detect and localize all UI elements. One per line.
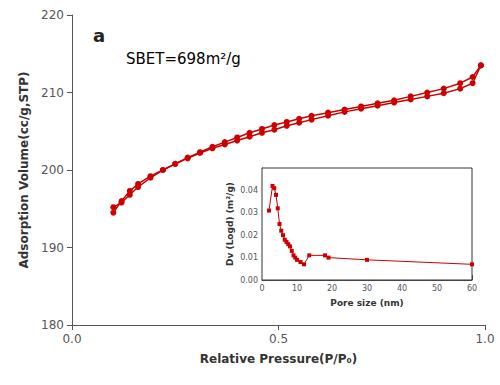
svg-text:60: 60	[467, 284, 477, 293]
svg-text:180: 180	[41, 318, 64, 332]
svg-text:30: 30	[362, 284, 372, 293]
svg-text:0.02: 0.02	[240, 231, 258, 240]
svg-text:210: 210	[41, 86, 64, 100]
svg-text:SBET=698m²/g: SBET=698m²/g	[126, 50, 241, 68]
svg-text:1.0: 1.0	[475, 332, 494, 346]
svg-text:0: 0	[259, 284, 264, 293]
svg-text:10: 10	[292, 284, 302, 293]
svg-text:0.00: 0.00	[240, 276, 258, 285]
svg-text:50: 50	[432, 284, 442, 293]
svg-text:Adsorption Volume(cc/g,STP): Adsorption Volume(cc/g,STP)	[17, 71, 31, 268]
svg-text:200: 200	[41, 163, 64, 177]
svg-text:0.01: 0.01	[240, 253, 258, 262]
svg-text:0.04: 0.04	[240, 186, 258, 195]
svg-text:0.5: 0.5	[269, 332, 288, 346]
svg-text:Pore size (nm): Pore size (nm)	[330, 298, 403, 308]
svg-text:40: 40	[397, 284, 407, 293]
svg-text:0.0: 0.0	[62, 332, 81, 346]
svg-text:0.03: 0.03	[240, 208, 258, 217]
svg-text:Relative Pressure(P/P₀): Relative Pressure(P/P₀)	[200, 352, 358, 366]
svg-text:220: 220	[41, 8, 64, 22]
svg-text:Dv (Logd) (m²/g): Dv (Logd) (m²/g)	[225, 182, 235, 266]
svg-text:a: a	[93, 25, 105, 46]
svg-text:190: 190	[41, 241, 64, 255]
svg-text:20: 20	[327, 284, 337, 293]
